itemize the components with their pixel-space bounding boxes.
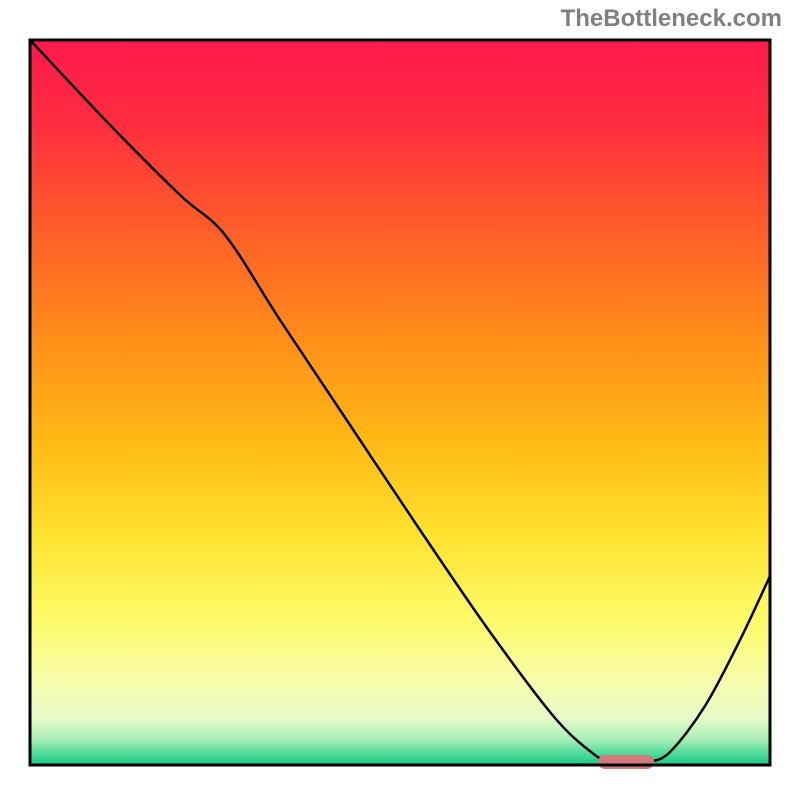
optimal-marker <box>598 755 654 769</box>
chart-container: { "watermark": { "text": "TheBottleneck.… <box>0 0 800 800</box>
plot-background <box>30 40 770 765</box>
chart-svg <box>0 0 800 800</box>
watermark-text: TheBottleneck.com <box>561 5 782 33</box>
